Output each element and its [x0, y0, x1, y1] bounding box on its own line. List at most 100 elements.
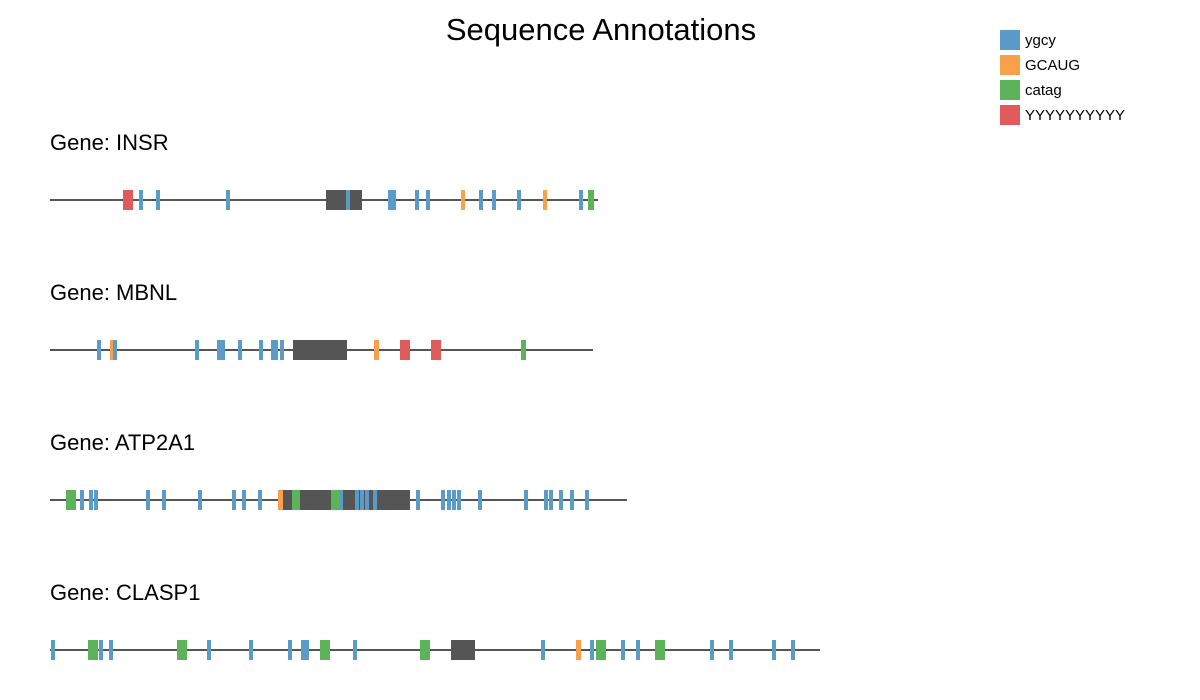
gene-track-mbnl: Gene: MBNL: [50, 280, 593, 360]
feature-mark-ygcy: [198, 490, 202, 510]
legend-label-yyyyyyyyyy: YYYYYYYYYY: [1025, 107, 1125, 124]
feature-mark-ygcy: [355, 490, 359, 510]
feature-mark-ygcy: [559, 490, 563, 510]
feature-mark-ygcy: [549, 490, 553, 510]
feature-mark-ygcy: [492, 190, 496, 210]
feature-mark-ygcy: [89, 490, 93, 510]
feature-mark-ygcy: [162, 490, 166, 510]
feature-mark-ygcy: [97, 340, 101, 360]
feature-mark-ygcy: [232, 490, 236, 510]
exon-block: [293, 340, 347, 360]
feature-mark-ygcy: [271, 340, 278, 360]
feature-mark-ygcy: [301, 640, 305, 660]
feature-mark-ygcy: [415, 190, 419, 210]
feature-mark-ygcy: [478, 490, 482, 510]
feature-mark-ygcy: [570, 490, 574, 510]
feature-mark-ygcy: [621, 640, 625, 660]
feature-mark-gcaug: [278, 490, 283, 510]
legend-swatch-ygcy: [1000, 30, 1020, 50]
gene-track-clasp1: Gene: CLASP1: [50, 580, 820, 660]
feature-mark-ygcy: [729, 640, 733, 660]
feature-mark-ygcy: [772, 640, 776, 660]
feature-mark-ygcy: [447, 490, 451, 510]
feature-mark-catag: [521, 340, 526, 360]
legend-label-gcaug: GCAUG: [1025, 57, 1080, 74]
feature-mark-ygcy: [99, 640, 103, 660]
feature-mark-ygcy: [360, 490, 364, 510]
feature-mark-ygcy: [544, 490, 548, 510]
feature-mark-ygcy: [242, 490, 246, 510]
feature-mark-catag: [596, 640, 606, 660]
feature-mark-catag: [177, 640, 187, 660]
feature-mark-yyyyyyyyyy: [123, 190, 133, 210]
gene-label: Gene: ATP2A1: [50, 430, 195, 455]
feature-mark-ygcy: [388, 190, 396, 210]
feature-mark-ygcy: [579, 190, 583, 210]
legend-label-ygcy: ygcy: [1025, 32, 1056, 49]
legend: ygcy GCAUG catag YYYYYYYYYY: [1000, 30, 1125, 125]
feature-mark-catag: [331, 490, 339, 510]
gene-label: Gene: MBNL: [50, 280, 177, 305]
feature-mark-gcaug: [461, 190, 465, 210]
feature-mark-ygcy: [288, 640, 292, 660]
exon-block: [326, 190, 362, 210]
feature-mark-ygcy: [636, 640, 640, 660]
feature-mark-catag: [66, 490, 76, 510]
feature-mark-gcaug: [543, 190, 547, 210]
feature-mark-catag: [88, 640, 98, 660]
feature-mark-ygcy: [479, 190, 483, 210]
feature-mark-yyyyyyyyyy: [400, 340, 410, 360]
feature-mark-gcaug: [374, 340, 379, 360]
feature-mark-ygcy: [51, 640, 55, 660]
feature-mark-catag: [292, 490, 300, 510]
feature-mark-ygcy: [346, 190, 350, 210]
legend-swatch-catag: [1000, 80, 1020, 100]
feature-mark-ygcy: [249, 640, 253, 660]
feature-mark-ygcy: [238, 340, 242, 360]
legend-swatch-yyyyyyyyyy: [1000, 105, 1020, 125]
feature-mark-ygcy: [791, 640, 795, 660]
feature-mark-ygcy: [524, 490, 528, 510]
feature-mark-ygcy: [426, 190, 430, 210]
gene-track-insr: Gene: INSR: [50, 130, 598, 210]
feature-mark-ygcy: [156, 190, 160, 210]
gene-label: Gene: CLASP1: [50, 580, 200, 605]
feature-mark-catag: [320, 640, 330, 660]
feature-mark-catag: [588, 190, 594, 210]
feature-mark-ygcy: [226, 190, 230, 210]
feature-mark-ygcy: [258, 490, 262, 510]
exon-block: [282, 490, 410, 510]
feature-mark-ygcy: [217, 340, 225, 360]
feature-mark-ygcy: [373, 490, 377, 510]
feature-mark-ygcy: [146, 490, 150, 510]
feature-mark-ygcy: [94, 490, 98, 510]
feature-mark-ygcy: [585, 490, 589, 510]
legend-label-catag: catag: [1025, 82, 1062, 99]
feature-mark-ygcy: [280, 340, 284, 360]
feature-mark-ygcy: [195, 340, 199, 360]
feature-mark-ygcy: [80, 490, 84, 510]
gene-tracks: Gene: INSR Gene: MBNL Gene: ATP2A1 Gene: CL…: [50, 130, 820, 660]
feature-mark-ygcy: [113, 340, 117, 360]
feature-mark-ygcy: [259, 340, 263, 360]
feature-mark-ygcy: [452, 490, 456, 510]
legend-swatch-gcaug: [1000, 55, 1020, 75]
feature-mark-catag: [655, 640, 665, 660]
feature-mark-ygcy: [109, 640, 113, 660]
feature-mark-catag: [420, 640, 430, 660]
feature-mark-ygcy: [353, 640, 357, 660]
feature-mark-ygcy: [207, 640, 211, 660]
feature-mark-ygcy: [339, 490, 343, 510]
exon-block: [451, 640, 475, 660]
diagram-title: Sequence Annotations: [446, 12, 756, 47]
feature-mark-ygcy: [517, 190, 521, 210]
feature-mark-gcaug: [110, 340, 114, 360]
feature-mark-ygcy: [457, 490, 461, 510]
feature-mark-ygcy: [139, 190, 143, 210]
feature-mark-ygcy: [441, 490, 445, 510]
feature-mark-ygcy: [541, 640, 545, 660]
feature-mark-ygcy: [305, 640, 309, 660]
feature-mark-gcaug: [576, 640, 581, 660]
feature-mark-ygcy: [710, 640, 714, 660]
